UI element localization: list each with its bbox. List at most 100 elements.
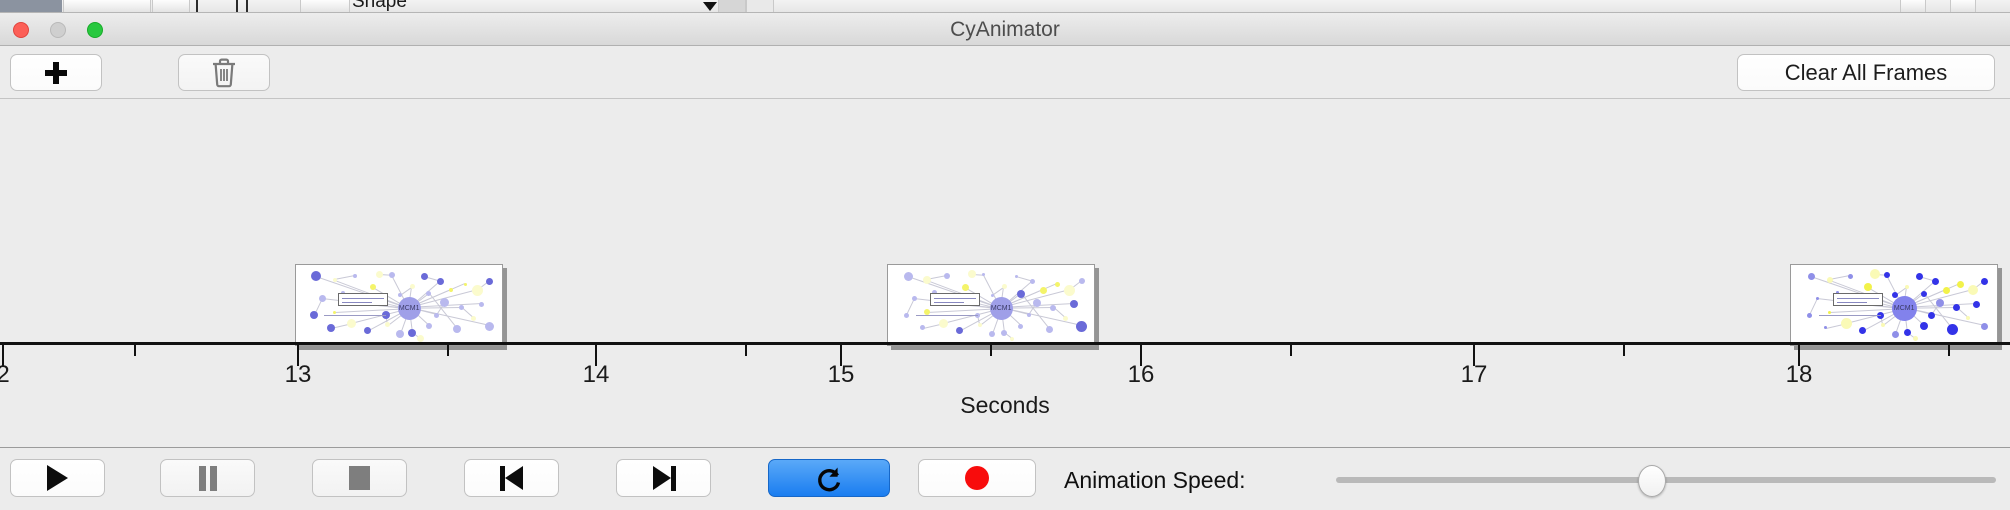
graph-node <box>472 284 484 296</box>
graph-node <box>922 276 931 285</box>
graph-node <box>388 271 395 278</box>
graph-node <box>1942 286 1950 294</box>
close-button[interactable] <box>13 22 29 38</box>
ruler-tick-major <box>1140 345 1142 366</box>
graph-node <box>1891 330 1899 338</box>
ruler-tick-major <box>1798 345 1800 366</box>
graph-hub-label: MCM1 <box>398 304 420 312</box>
record-button[interactable] <box>918 459 1036 497</box>
stop-icon <box>349 466 370 490</box>
graph-node <box>1935 298 1944 307</box>
graph-node <box>1076 320 1088 332</box>
ruler-tick-minor <box>447 345 449 356</box>
timeline-frame-thumbnail[interactable]: MCM1 <box>295 264 503 346</box>
graph-hub-label: MCM1 <box>1893 304 1915 312</box>
delete-frame-button[interactable] <box>178 54 270 91</box>
graph-node <box>903 271 913 281</box>
graph-edge <box>334 275 356 281</box>
graph-node <box>1807 272 1815 280</box>
graph-node <box>458 305 464 311</box>
graph-caption-line <box>1819 315 1881 316</box>
graph-annotation-line <box>1837 298 1879 299</box>
graph-node <box>332 278 337 283</box>
cyanimator-window: CyAnimator Clear All Frames MCM1 MCM1 MCM1… <box>0 13 2010 510</box>
graph-node <box>1032 298 1041 307</box>
graph-node <box>449 288 453 293</box>
ruler-tick-minor <box>1623 345 1625 356</box>
ruler-tick-minor <box>1290 345 1292 356</box>
graph-annotation-line <box>1837 302 1867 303</box>
graph-hub-node: MCM1 <box>989 296 1013 320</box>
background-toolbar-chip <box>1950 0 1976 12</box>
graph-node <box>420 272 428 280</box>
graph-node <box>398 293 402 298</box>
maximize-button[interactable] <box>87 22 103 38</box>
graph-node <box>485 321 495 331</box>
graph-node <box>911 295 917 301</box>
minimize-button[interactable] <box>50 22 66 38</box>
ruler-tick-label: 2 <box>0 361 10 388</box>
graph-node <box>486 277 494 285</box>
graph-node <box>434 312 440 318</box>
timeline-frame-thumbnail[interactable]: MCM1 <box>887 264 1095 346</box>
graph-node <box>955 327 963 335</box>
graph-caption-line <box>324 315 386 316</box>
graph-node <box>1892 292 1898 299</box>
graph-node <box>363 327 371 335</box>
graph-node <box>1864 283 1873 292</box>
graph-node <box>1981 277 1989 285</box>
skip-to-end-button[interactable] <box>616 459 711 497</box>
skip-forward-icon <box>652 465 676 491</box>
record-icon <box>965 466 989 490</box>
timeline-frame-thumbnail[interactable]: MCM1 <box>1790 264 1998 346</box>
graph-node <box>1069 300 1078 309</box>
clear-all-frames-button[interactable]: Clear All Frames <box>1737 54 1995 91</box>
background-tick <box>196 0 198 12</box>
trash-icon <box>213 58 235 87</box>
ruler-tick-label: 17 <box>1460 361 1488 388</box>
graph-node <box>1018 323 1024 329</box>
pause-button[interactable] <box>160 459 255 497</box>
graph-node <box>1912 336 1918 342</box>
animation-speed-slider-thumb[interactable] <box>1638 465 1666 497</box>
background-tick <box>236 0 238 12</box>
pause-icon <box>198 465 218 491</box>
ruler-tick-major <box>297 345 299 366</box>
graph-node <box>340 290 345 295</box>
ruler-tick-major <box>1473 345 1475 366</box>
graph-node <box>1973 300 1981 308</box>
graph-node <box>1828 310 1832 314</box>
graph-node <box>967 270 976 279</box>
stop-button[interactable] <box>312 459 407 497</box>
graph-node <box>1050 304 1057 311</box>
graph-node <box>426 291 432 297</box>
background-window-titlebar-chip <box>0 0 62 12</box>
graph-node <box>1956 280 1964 288</box>
graph-node <box>923 309 930 316</box>
graph-node <box>920 325 926 331</box>
loop-icon <box>818 467 841 492</box>
loop-button[interactable] <box>768 459 890 497</box>
skip-back-icon <box>499 465 524 491</box>
play-icon <box>47 465 68 491</box>
graph-node <box>311 271 322 282</box>
animation-speed-slider[interactable] <box>1336 477 1996 483</box>
graph-caption-line <box>916 315 978 316</box>
graph-node <box>333 310 337 314</box>
background-toolbar-chip <box>300 0 350 12</box>
ruler-tick-minor <box>745 345 747 356</box>
play-button[interactable] <box>10 459 105 497</box>
graph-node <box>440 298 450 308</box>
graph-node <box>1905 284 1910 289</box>
add-frame-button[interactable] <box>10 54 102 91</box>
ruler-tick-label: 16 <box>1127 361 1155 388</box>
skip-to-start-button[interactable] <box>464 459 559 497</box>
graph-hub-label: MCM1 <box>990 304 1012 312</box>
graph-node <box>1062 315 1068 321</box>
timeline-panel[interactable]: MCM1 MCM1 MCM1 2 13 14 15 16 17 18 Seconds <box>0 99 2010 416</box>
animation-speed-label: Animation Speed: <box>1064 467 1246 493</box>
background-caret-icon <box>703 2 717 11</box>
graph-node <box>938 318 948 328</box>
background-toolbar-chip <box>152 0 190 12</box>
graph-node <box>437 277 445 285</box>
